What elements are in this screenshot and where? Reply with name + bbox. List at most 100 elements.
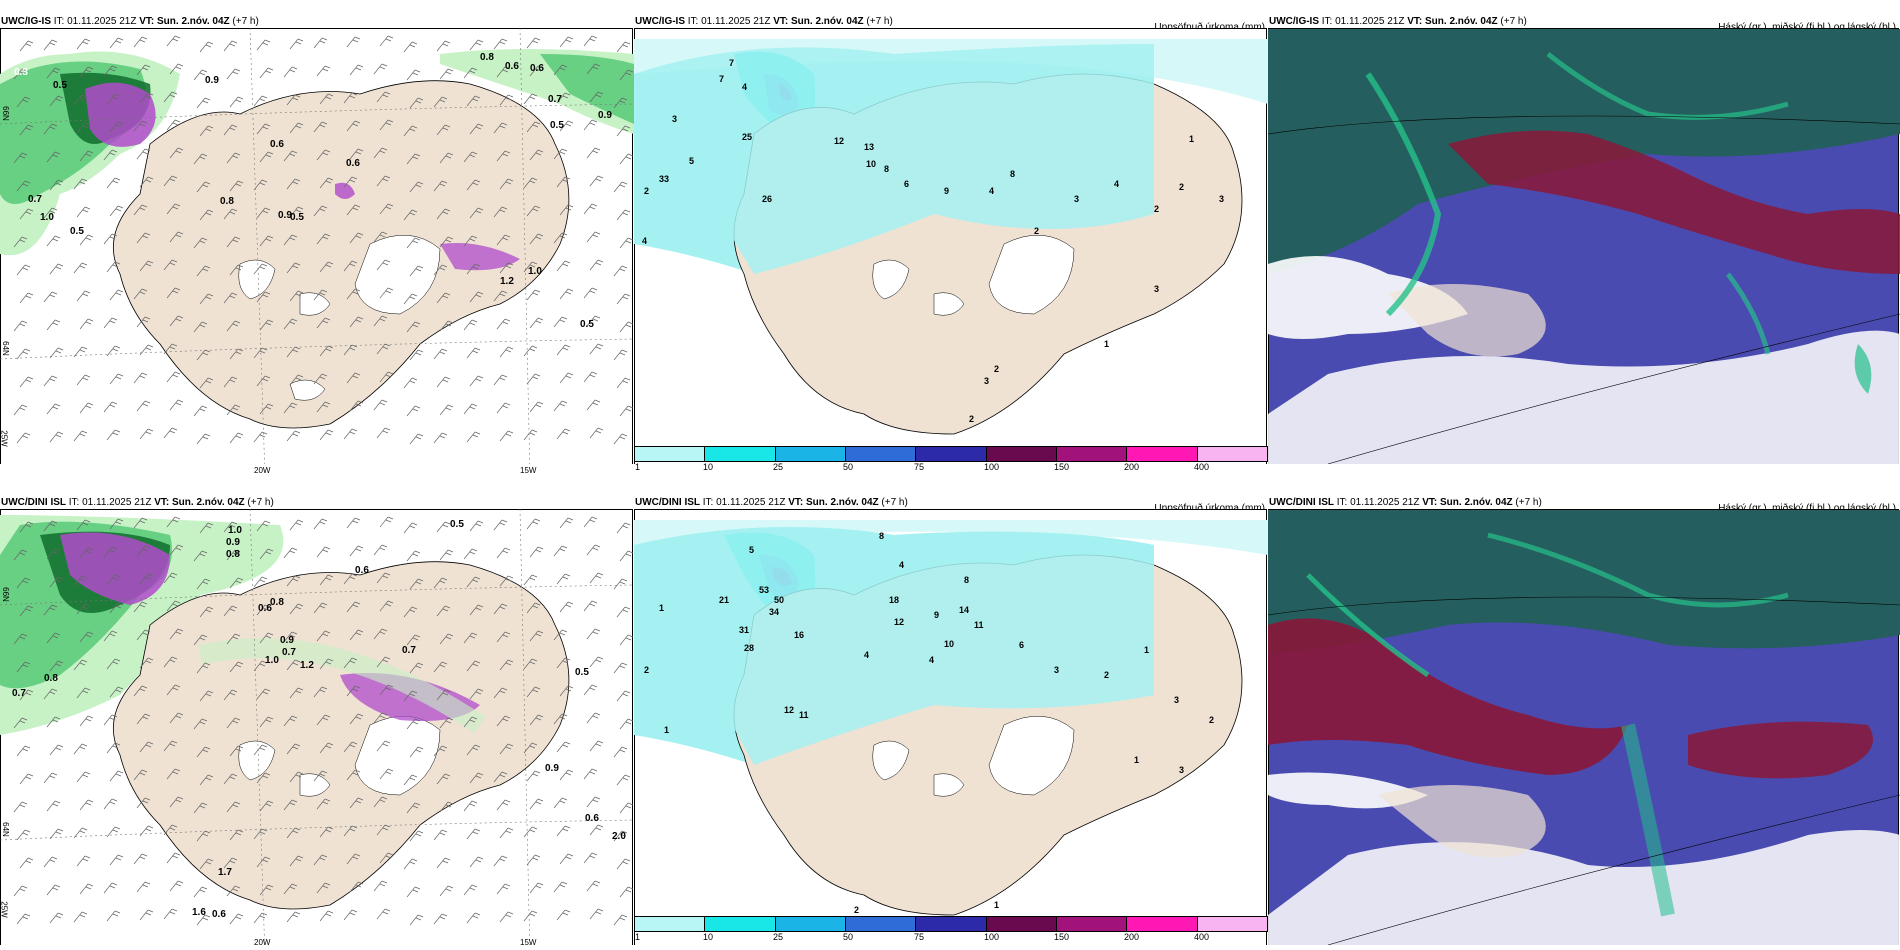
wind-barb-icon [613, 578, 628, 590]
wind-barb-icon [316, 714, 331, 726]
wind-barb-icon [346, 685, 361, 697]
colorbar-cell [705, 447, 776, 461]
wind-barb-icon [133, 204, 148, 216]
value-label: 0.3 [14, 67, 28, 78]
wind-barb-icon [619, 550, 634, 562]
wind-barb-icon [529, 401, 544, 413]
wind-barb-icon [13, 404, 28, 416]
wind-barb-icon [106, 345, 121, 357]
wind-barb-icon [319, 910, 334, 922]
value-label: 4 [642, 236, 648, 246]
wind-barb-icon [133, 769, 148, 781]
wind-barb-icon [373, 712, 388, 724]
wind-barb-icon [76, 519, 91, 531]
wind-barb-icon [136, 64, 151, 76]
value-label: 0.5 [575, 667, 589, 678]
wind-barb-icon [469, 123, 484, 135]
value-label: 0.7 [548, 94, 562, 105]
wind-barb-icon [49, 263, 64, 275]
vt-label: VT: [1407, 16, 1423, 27]
it-value: 01.11.2025 21Z [716, 497, 786, 508]
wind-barb-icon [79, 234, 94, 246]
value-label: 8 [1010, 169, 1016, 179]
cloud-title: Háský (gr.), miðský (fj.bl.) og lágský (… [1718, 503, 1896, 514]
wind-barb-icon [139, 428, 154, 440]
wind-barb-icon [259, 632, 274, 644]
value-label: 0.9 [545, 763, 559, 774]
wind-barb-icon [469, 604, 484, 616]
wind-barb-icon [109, 205, 124, 217]
wind-barb-icon [139, 657, 154, 669]
wind-barb-icon [376, 824, 391, 836]
value-label: 0.9 [226, 537, 240, 548]
wind-barb-icon [346, 36, 361, 48]
wind-barb-icon [166, 516, 181, 528]
wind-barb-icon [616, 125, 631, 137]
wind-barb-icon [16, 180, 31, 192]
wind-barb-icon [496, 883, 511, 895]
wind-barb-icon [106, 261, 121, 273]
wind-barb-icon [46, 800, 61, 812]
wind-barb-icon [313, 373, 328, 385]
colorbar-ticks: 1 10 25 50 75 100 150 200 400 [634, 932, 1268, 944]
colorbar-cell [635, 917, 706, 931]
wind-barb-icon [166, 35, 181, 47]
it-value: 01.11.2025 21Z [1350, 497, 1420, 508]
wind-barb-icon [493, 603, 508, 615]
wind-barb-icon [403, 774, 418, 786]
dini-precip-header: UWC/DINI ISL IT: 01.11.2025 21Z VT: Sun.… [635, 497, 908, 508]
wind-barb-icon [199, 774, 214, 786]
ig-wind-values: 0.3 0.5 0.9 0.7 1.0 0.8 0.5 0.6 0.6 0.9 … [0, 14, 634, 464]
wind-barb-icon [16, 96, 31, 108]
wind-barb-icon [286, 659, 301, 671]
wind-barb-icon [166, 768, 181, 780]
wind-barb-icon [46, 403, 61, 415]
wind-barb-icon [46, 151, 61, 163]
it-value: 01.11.2025 21Z [67, 16, 137, 27]
wind-barb-icon [553, 316, 568, 328]
wind-barb-icon [223, 521, 238, 533]
wind-barb-icon [79, 799, 94, 811]
wind-barb-icon [316, 317, 331, 329]
wind-barb-icon [436, 376, 451, 388]
wind-barb-icon [229, 829, 244, 841]
wind-barb-icon [133, 372, 148, 384]
wind-barb-icon [526, 854, 541, 866]
lat-label-64n: 64N [0, 341, 10, 356]
wind-barb-icon [19, 605, 34, 617]
wind-barb-icon [613, 662, 628, 674]
wind-barb-icon [439, 717, 454, 729]
wind-barb-icon [106, 429, 121, 441]
value-label: 2 [1104, 670, 1110, 680]
wind-barb-icon [583, 203, 598, 215]
wind-barb-icon [373, 628, 388, 640]
wind-barb-icon [196, 578, 211, 590]
wind-barb-icon [373, 399, 388, 411]
wind-barb-icon [79, 883, 94, 895]
wind-barb-icon [319, 261, 334, 273]
wind-barb-icon [76, 855, 91, 867]
wind-barb-icon [616, 522, 631, 534]
value-label: 2.0 [612, 831, 626, 842]
wind-barb-icon [496, 318, 511, 330]
wind-barb-icon [73, 262, 88, 274]
wind-barb-icon [73, 575, 88, 587]
wind-barb-icon [559, 36, 574, 48]
wind-barb-icon [406, 550, 421, 562]
wind-barb-icon [586, 712, 601, 724]
dini-wind-header: UWC/DINI ISL IT: 01.11.2025 21Z VT: Sun.… [1, 497, 274, 508]
wind-barb-icon [589, 259, 604, 271]
wind-barb-icon [433, 348, 448, 360]
wind-barb-icon [349, 316, 364, 328]
colorbar-cell [775, 917, 846, 931]
wind-barb-icon [46, 884, 61, 896]
wind-barb-icon [73, 94, 88, 106]
wind-barb-icon [73, 911, 88, 923]
wind-barb-icon [313, 205, 328, 217]
value-label: 0.5 [550, 120, 564, 131]
wind-barb-icon [49, 431, 64, 443]
value-label: 0.7 [12, 688, 26, 699]
wind-barb-icon [196, 181, 211, 193]
wind-barb-icon [313, 686, 328, 698]
wind-barb-icon [346, 120, 361, 132]
